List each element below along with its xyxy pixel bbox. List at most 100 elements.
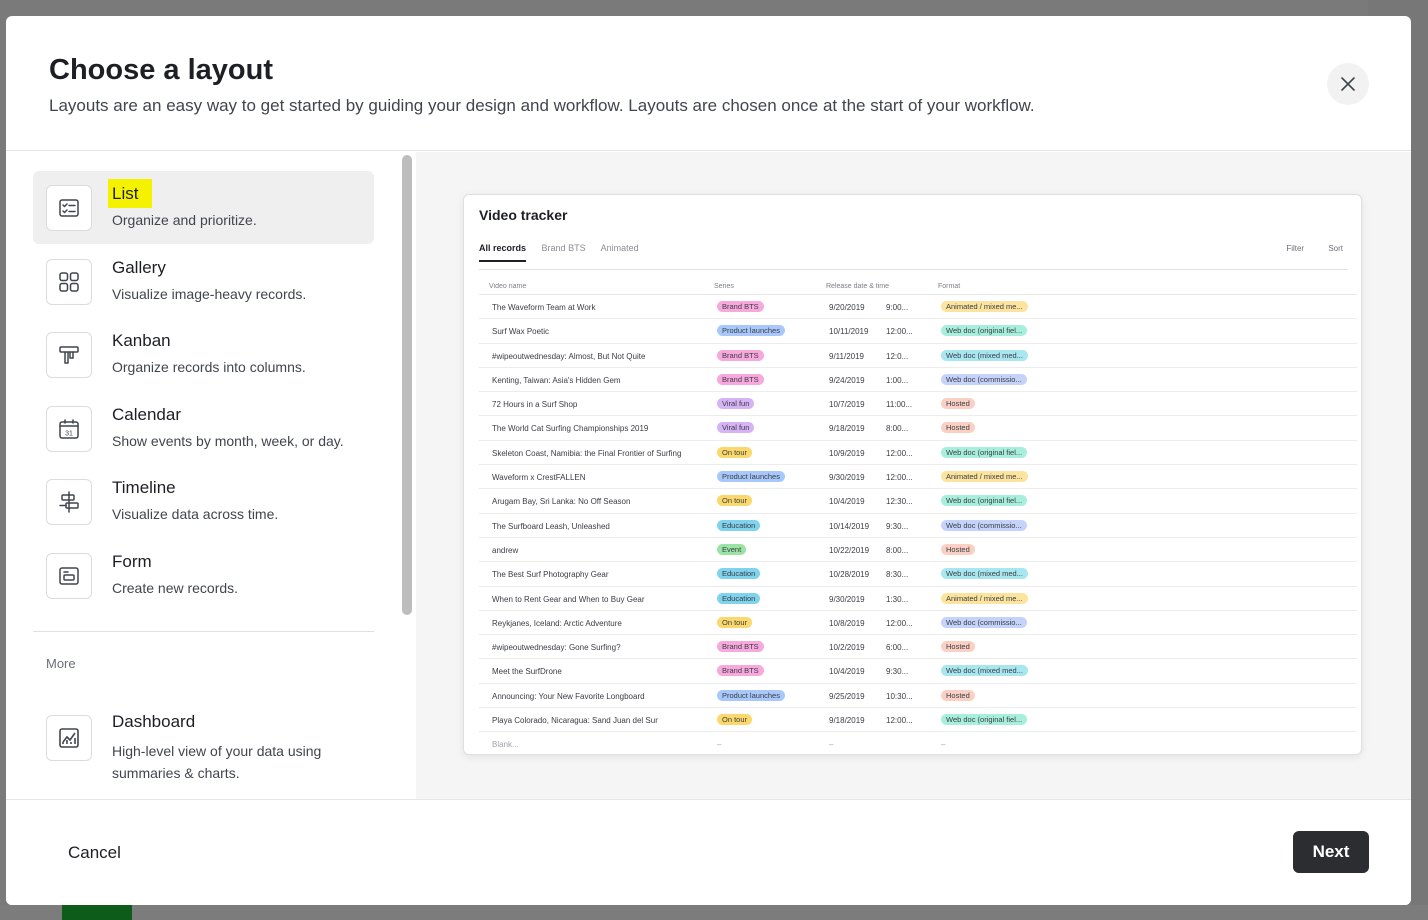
release-date-cell: 9/11/2019 bbox=[829, 351, 864, 361]
format-pill: Web doc (commissio... bbox=[941, 616, 1027, 628]
layout-option-form[interactable]: Form Create new records. bbox=[33, 539, 374, 612]
series-pill: Brand BTS bbox=[717, 301, 764, 312]
column-header: Video name bbox=[489, 283, 527, 290]
release-date-cell: 10/28/2019 bbox=[829, 570, 870, 580]
format-pill: Animated / mixed me... bbox=[941, 592, 1028, 604]
blank-cell: – bbox=[717, 740, 722, 750]
release-time-cell: 9:00... bbox=[886, 303, 909, 312]
kanban-icon bbox=[46, 332, 92, 379]
layout-option-dashboard[interactable]: Dashboard High-level view of your data u… bbox=[33, 692, 374, 792]
more-section-label: More bbox=[46, 656, 76, 671]
format-pill: Web doc (original fiel... bbox=[941, 325, 1028, 337]
layout-option-label: Gallery bbox=[112, 257, 166, 277]
release-time-cell: 1:00... bbox=[886, 375, 909, 385]
dialog-subtitle: Layouts are an easy way to get started b… bbox=[49, 96, 1035, 115]
background-green-block bbox=[62, 905, 132, 920]
dialog-header: Choose a layout Layouts are an easy way … bbox=[6, 16, 1411, 151]
close-icon bbox=[1341, 77, 1355, 91]
layout-option-list[interactable]: List Organize and prioritize. bbox=[33, 171, 374, 244]
format-pill: Web doc (mixed med... bbox=[941, 568, 1028, 580]
release-time-cell: 1:30... bbox=[886, 594, 909, 604]
table-row-blank: Blank... – – – bbox=[479, 732, 1357, 754]
layout-option-timeline[interactable]: Timeline Visualize data across time. bbox=[33, 465, 374, 538]
series-pill: On tour bbox=[717, 714, 753, 726]
layout-option-label: Form bbox=[112, 552, 152, 571]
layout-option-desc: Show events by month, week, or day. bbox=[112, 432, 344, 449]
layout-option-label: Timeline bbox=[112, 478, 176, 498]
format-pill: Web doc (original fiel... bbox=[941, 714, 1028, 726]
layout-option-desc: Organize and prioritize. bbox=[112, 212, 257, 228]
column-header: Series bbox=[714, 283, 734, 290]
release-time-cell: 12:00... bbox=[886, 473, 913, 483]
format-pill: Web doc (original fiel... bbox=[941, 446, 1028, 458]
format-pill: Hosted bbox=[941, 543, 975, 555]
dialog-footer: Cancel Next bbox=[6, 799, 1411, 905]
release-time-cell: 11:00... bbox=[886, 400, 913, 410]
release-time-cell: 12:00... bbox=[886, 327, 913, 337]
form-icon bbox=[46, 553, 92, 599]
table-row: #wipeoutwednesday: Gone Surfing? Brand BT… bbox=[479, 635, 1357, 660]
layout-option-gallery[interactable]: Gallery Visualize image-heavy records. bbox=[33, 245, 374, 318]
dashboard-chart-icon bbox=[46, 715, 92, 761]
sidebar-divider bbox=[33, 631, 374, 632]
video-name-cell: #wipeoutwednesday: Almost, But Not Quite bbox=[492, 351, 646, 361]
preview-divider bbox=[479, 269, 1348, 270]
video-name-cell: Skeleton Coast, Namibia: the Final Front… bbox=[492, 448, 682, 458]
series-pill: Brand BTS bbox=[717, 373, 764, 385]
video-name-cell: Reykjanes, Iceland: Arctic Adventure bbox=[492, 618, 622, 628]
preview-tab: All records bbox=[479, 243, 527, 262]
layout-option-name: Gallery bbox=[112, 258, 166, 278]
format-pill: Animated / mixed me... bbox=[941, 301, 1028, 312]
gallery-grid-icon bbox=[46, 258, 92, 305]
choose-layout-dialog: Choose a layout Layouts are an easy way … bbox=[6, 16, 1411, 905]
format-pill: Web doc (commissio... bbox=[941, 373, 1027, 385]
layout-option-label: List bbox=[108, 179, 153, 208]
series-pill: Education bbox=[717, 519, 761, 531]
layout-option-calendar[interactable]: 31 Calendar Show events by month, week, or… bbox=[33, 392, 374, 465]
table-row: The World Cat Surfing Championships 2019… bbox=[479, 416, 1357, 441]
format-pill: Animated / mixed me... bbox=[941, 471, 1028, 483]
table-row: The Waveform Team at Work Brand BTS 9/20/2… bbox=[479, 295, 1357, 320]
preview-sort: Sort bbox=[1328, 244, 1343, 253]
video-name-cell: Kenting, Taiwan: Asia's Hidden Gem bbox=[492, 375, 621, 385]
format-pill: Hosted bbox=[941, 641, 975, 653]
layout-option-kanban[interactable]: Kanban Organize records into columns. bbox=[33, 318, 374, 391]
release-date-cell: 10/7/2019 bbox=[829, 400, 865, 410]
release-date-cell: 9/18/2019 bbox=[829, 424, 865, 434]
format-pill: Hosted bbox=[941, 689, 975, 701]
video-name-cell: Surf Wax Poetic bbox=[492, 327, 550, 337]
series-pill: Product launches bbox=[717, 325, 785, 337]
release-date-cell: 9/24/2019 bbox=[829, 375, 865, 385]
video-name-cell: Playa Colorado, Nicaragua: Sand Juan del… bbox=[492, 716, 658, 726]
layout-option-desc: High-level view of your data using summa… bbox=[112, 743, 322, 781]
layout-preview-panel: Video tracker All records Brand BTS Anim… bbox=[416, 152, 1411, 799]
release-time-cell: 9:30... bbox=[886, 521, 909, 531]
preview-table: Video name Series Release date & time Fo… bbox=[479, 281, 1357, 754]
close-button[interactable] bbox=[1327, 63, 1369, 105]
video-name-cell: Meet the SurfDrone bbox=[492, 667, 562, 677]
release-date-cell: 9/25/2019 bbox=[829, 691, 865, 701]
video-name-cell: Waveform x CrestFALLEN bbox=[492, 473, 586, 483]
series-pill: Product launches bbox=[717, 471, 785, 483]
series-pill: Event bbox=[717, 543, 747, 555]
video-name-cell: The Waveform Team at Work bbox=[492, 303, 596, 312]
release-time-cell: 12:00... bbox=[886, 716, 913, 726]
table-row: #wipeoutwednesday: Almost, But Not Quite… bbox=[479, 344, 1357, 368]
release-date-cell: 10/8/2019 bbox=[829, 618, 865, 628]
table-row: Surf Wax Poetic Product launches 10/11/201… bbox=[479, 319, 1357, 344]
series-pill: On tour bbox=[717, 495, 753, 507]
video-name-cell: The Surfboard Leash, Unleashed bbox=[492, 521, 610, 531]
next-button[interactable]: Next bbox=[1293, 831, 1369, 873]
preview-tab: Brand BTS bbox=[541, 243, 586, 253]
column-header: Release date & time bbox=[826, 283, 890, 290]
format-pill: Web doc (mixed med... bbox=[941, 349, 1028, 361]
sidebar-scrollbar[interactable] bbox=[402, 155, 412, 615]
layout-option-label: Calendar bbox=[112, 404, 181, 424]
release-time-cell: 12:00... bbox=[886, 618, 913, 628]
svg-text:31: 31 bbox=[65, 430, 73, 437]
format-pill: Hosted bbox=[941, 422, 975, 434]
release-date-cell: 10/2/2019 bbox=[829, 643, 865, 653]
cancel-button[interactable]: Cancel bbox=[68, 843, 121, 862]
preview-tab: Animated bbox=[600, 243, 639, 253]
layout-option-name: Calendar bbox=[112, 405, 181, 425]
